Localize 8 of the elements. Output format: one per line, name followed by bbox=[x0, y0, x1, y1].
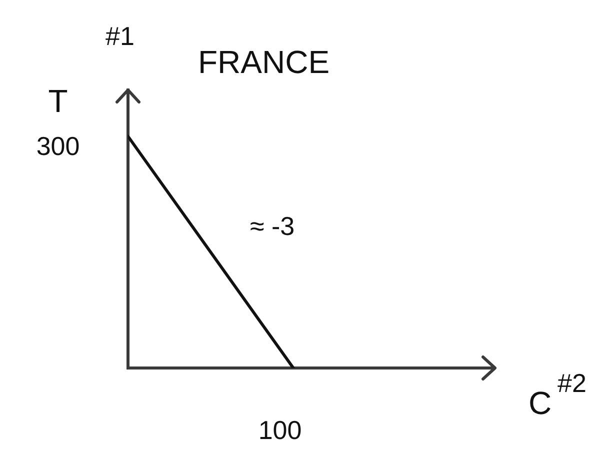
text: #2 bbox=[558, 368, 586, 398]
x-axis-title: C bbox=[528, 384, 552, 421]
text: 100 bbox=[258, 415, 302, 446]
text: #1 bbox=[106, 21, 134, 52]
text: 300 bbox=[36, 131, 80, 162]
chart-title: FRANCE bbox=[198, 44, 330, 80]
annotation: ≈ -3 bbox=[250, 211, 295, 242]
y-axis-title: T bbox=[48, 82, 68, 119]
